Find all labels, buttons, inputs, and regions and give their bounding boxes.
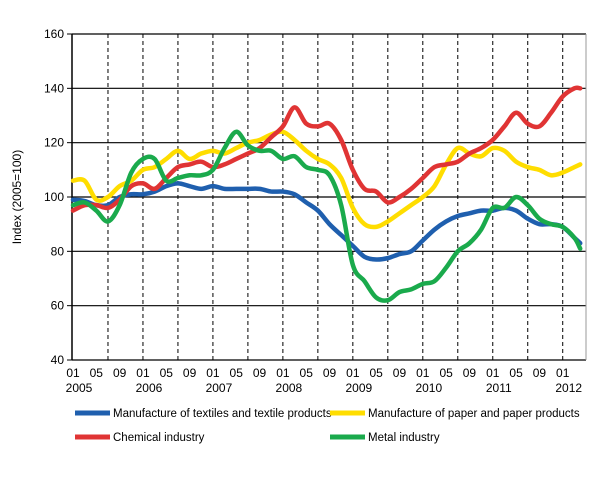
series-line-1: [70, 129, 583, 230]
x-year-label: 2007: [206, 381, 233, 395]
y-tick-label: 80: [51, 244, 65, 258]
y-axis-ticks: 40 60 80 100 120 140 160: [44, 27, 64, 367]
x-tick-label: 09: [183, 366, 197, 380]
series-line-0: [70, 181, 583, 262]
x-year-label: 2011: [486, 381, 512, 395]
x-tick-label: 05: [300, 366, 314, 380]
legend-label-metal: Metal industry: [368, 432, 440, 444]
x-tick-label: 05: [439, 366, 453, 380]
x-tick-label: 01: [276, 366, 290, 380]
x-tick-label: 09: [393, 366, 407, 380]
x-tick-label: 01: [416, 366, 430, 380]
y-tick-label: 160: [44, 27, 64, 41]
y-tick-label: 140: [44, 81, 64, 95]
x-tick-label: 01: [136, 366, 150, 380]
legend-label-chemical: Chemical industry: [113, 432, 205, 444]
x-tick-label: 09: [253, 366, 267, 380]
x-year-label: 2008: [276, 381, 303, 395]
y-tick-label: 100: [44, 190, 64, 204]
series-lines: [70, 85, 583, 303]
x-year-label: 2012: [555, 381, 582, 395]
x-tick-label: 05: [90, 366, 104, 380]
x-year-label: 2010: [415, 381, 442, 395]
x-tick-label: 01: [66, 366, 80, 380]
x-tick-label: 01: [346, 366, 360, 380]
legend-label-paper: Manufacture of paper and paper products: [368, 408, 580, 420]
x-tick-label: 09: [323, 366, 337, 380]
y-axis-label: Index (2005=100): [10, 150, 24, 244]
x-tick-label: 05: [369, 366, 383, 380]
x-tick-label: 01: [556, 366, 570, 380]
x-tick-label: 05: [160, 366, 174, 380]
y-tick-label: 120: [44, 136, 64, 150]
series-line-3: [70, 129, 583, 303]
grid: [67, 33, 587, 361]
x-tick-label: 09: [113, 366, 127, 380]
legend: Manufacture of textiles and textile prod…: [75, 408, 580, 444]
x-tick-label: 09: [463, 366, 477, 380]
x-axis-ticks: 01 05 09 01 05 09 01 05 09 01 05 09 01 05 09 01 05 09 01 05…: [66, 366, 583, 395]
x-year-label: 2005: [66, 381, 93, 395]
y-tick-label: 40: [51, 353, 65, 367]
x-tick-label: 09: [533, 366, 547, 380]
y-tick-label: 60: [51, 299, 65, 313]
x-tick-label: 05: [230, 366, 244, 380]
x-tick-label: 01: [486, 366, 500, 380]
x-tick-label: 05: [509, 366, 523, 380]
legend-label-textiles: Manufacture of textiles and textile prod…: [113, 408, 332, 420]
series-line-2: [70, 85, 583, 213]
x-tick-label: 01: [206, 366, 220, 380]
x-year-label: 2006: [136, 381, 163, 395]
x-year-label: 2009: [345, 381, 372, 395]
